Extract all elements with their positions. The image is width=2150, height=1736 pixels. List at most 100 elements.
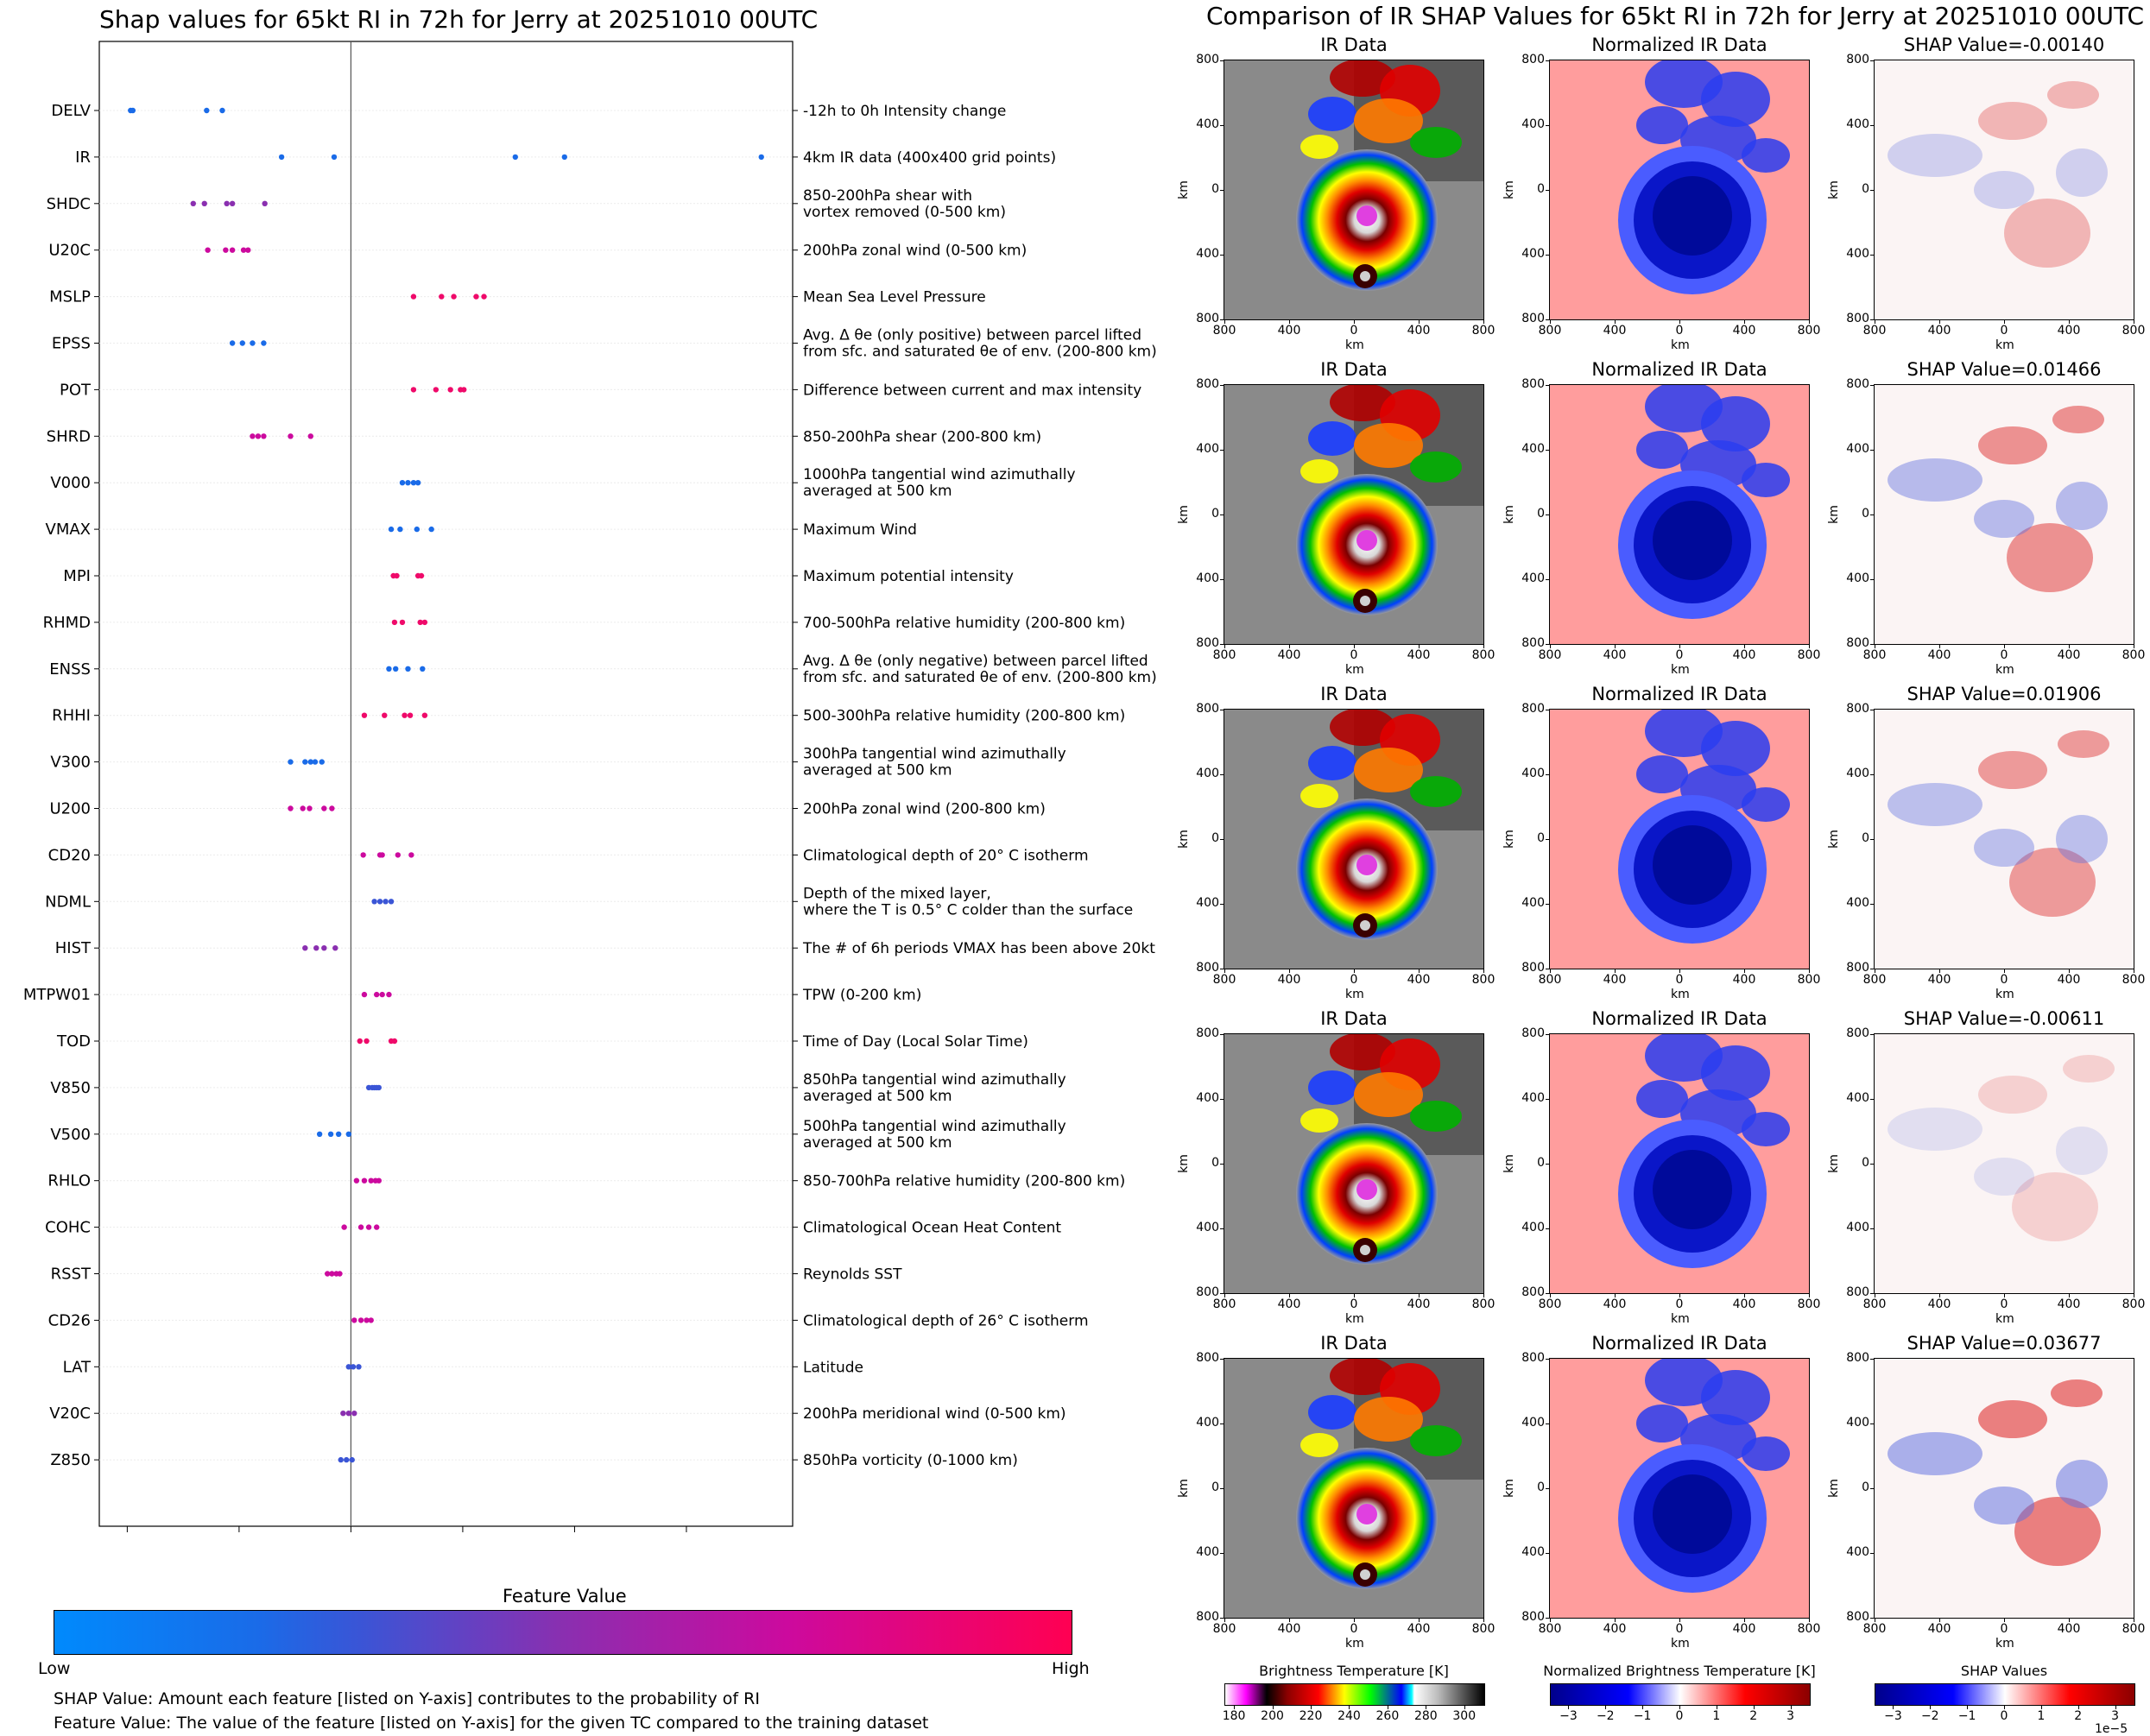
shap-point-epss <box>250 340 256 346</box>
y-tick-mark <box>1870 904 1875 905</box>
feature-name-epss: EPSS <box>52 335 91 353</box>
y-tick-mark <box>1220 839 1224 840</box>
y-tick-label: 400 <box>1846 442 1869 456</box>
y-tick-label: 0 <box>1537 182 1545 196</box>
shap-point-v300 <box>302 759 308 765</box>
shap-point-shrd <box>261 433 267 439</box>
feature-description-v000: averaged at 500 km <box>803 483 952 500</box>
x-axis-label: km <box>1345 338 1364 352</box>
y-tick-label: 400 <box>1846 1091 1869 1105</box>
x-tick-mark <box>1483 319 1484 324</box>
feature-name-hist: HIST <box>55 939 92 957</box>
y-tick-mark <box>1220 1359 1224 1360</box>
x-tick-label: 800 <box>1862 648 1887 662</box>
shap-point-ir <box>561 154 567 161</box>
y-tick-mark <box>1220 190 1224 191</box>
y-tick-label: 800 <box>1521 1285 1545 1299</box>
shap-point-mpi <box>394 572 400 579</box>
feature-description-epss: from sfc. and saturated θe of env. (200-… <box>803 344 1157 361</box>
shap-point-v300 <box>288 759 294 765</box>
y-tick-mark <box>1870 774 1875 775</box>
shap-point-v000 <box>399 480 406 486</box>
x-tick-label: 800 <box>2122 324 2146 338</box>
shap-point-pot <box>447 387 453 393</box>
x-tick-mark <box>1939 969 1940 973</box>
feature-name-u20c: U20C <box>48 242 91 260</box>
x-tick-label: 400 <box>1603 973 1627 987</box>
colorbar-tick-label: 200 <box>1261 1709 1284 1723</box>
colorbar-tick-mark <box>2004 1705 2005 1709</box>
y-tick-label: 0 <box>1862 182 1869 196</box>
shap-point-v500 <box>335 1131 342 1138</box>
feature-description-rhmd: 700-500hPa relative humidity (200-800 km… <box>803 615 1125 632</box>
colorbar-tick-mark <box>1790 1705 1792 1709</box>
feature-name-v300: V300 <box>50 754 91 772</box>
y-tick-label: 0 <box>1537 1156 1545 1170</box>
shap-point-shdc <box>229 200 236 206</box>
shap-point-vmax <box>397 526 403 533</box>
colorbar-tick-mark <box>1234 1705 1236 1709</box>
panel-title-shap-value: SHAP Value=-0.00611 <box>1903 1008 2105 1029</box>
shap-point-mslp <box>439 294 445 300</box>
y-tick-mark <box>1870 1618 1875 1619</box>
x-tick-mark <box>1483 1618 1484 1622</box>
shap-point-cd20 <box>408 852 414 858</box>
x-axis-label: km <box>1995 1312 2014 1326</box>
x-tick-mark <box>1679 1293 1680 1297</box>
shap-point-cd20 <box>360 852 366 858</box>
y-tick-mark <box>1546 1293 1550 1294</box>
y-tick-mark <box>1870 1228 1875 1229</box>
shap-point-rhmd <box>399 619 406 626</box>
x-tick-mark <box>1419 1293 1420 1297</box>
shap-point-u20c <box>223 247 229 253</box>
y-tick-label: 800 <box>1196 961 1219 975</box>
shap-point-rhlo <box>353 1177 360 1184</box>
x-tick-mark <box>2004 1293 2005 1297</box>
colorbar-tick-label: 0 <box>2000 1709 2008 1723</box>
y-tick-label: 800 <box>1521 1610 1545 1624</box>
ir-data-image <box>1224 1033 1484 1294</box>
x-tick-mark <box>1939 1293 1940 1297</box>
x-tick-mark <box>1939 1618 1940 1622</box>
x-tick-label: 400 <box>2057 1297 2081 1311</box>
feature-description-shdc: 850-200hPa shear with <box>803 187 972 205</box>
y-tick-mark <box>1870 450 1875 451</box>
x-tick-label: 400 <box>1277 1622 1301 1636</box>
y-tick-label: 800 <box>1846 1026 1869 1040</box>
y-tick-mark <box>1546 839 1550 840</box>
x-tick-label: 0 <box>1675 1297 1684 1311</box>
x-tick-mark <box>1744 969 1745 973</box>
colorbar-tick-mark <box>1272 1705 1274 1709</box>
x-tick-mark <box>2004 644 2005 648</box>
x-tick-label: 0 <box>2000 1622 2008 1636</box>
x-tick-mark <box>1550 644 1551 648</box>
ir-data-image <box>1224 709 1484 969</box>
y-tick-label: 800 <box>1196 636 1219 650</box>
ir-data-image <box>1224 384 1484 645</box>
y-tick-label: 0 <box>1537 507 1545 521</box>
y-tick-label: 0 <box>1862 1480 1869 1494</box>
feature-value-colorbar <box>54 1610 1072 1655</box>
shap-point-rhlo <box>376 1177 382 1184</box>
x-tick-label: 800 <box>1538 1622 1562 1636</box>
normalized-ir-image <box>1549 1033 1810 1294</box>
feature-description-v300: 300hPa tangential wind azimuthally <box>803 746 1066 763</box>
y-tick-mark <box>1220 319 1224 320</box>
shap-point-shrd <box>307 433 313 439</box>
shap-point-z850 <box>344 1456 350 1463</box>
shap-point-v300 <box>312 759 319 765</box>
colorbar-tick-mark <box>1679 1705 1680 1709</box>
shap-point-cd26 <box>351 1317 357 1323</box>
y-tick-mark <box>1220 1034 1224 1035</box>
x-tick-mark <box>1419 969 1420 973</box>
feature-value-title: Feature Value <box>503 1586 627 1607</box>
shap-point-pot <box>461 387 467 393</box>
y-tick-label: 800 <box>1846 377 1869 391</box>
colorbar-tick-label: −1 <box>1957 1709 1976 1723</box>
x-tick-mark <box>1744 319 1745 324</box>
y-tick-mark <box>1870 1553 1875 1554</box>
x-tick-label: 800 <box>1471 1622 1496 1636</box>
x-tick-mark <box>1419 319 1420 324</box>
x-tick-label: 0 <box>1350 1622 1358 1636</box>
x-tick-label: 400 <box>1277 648 1301 662</box>
